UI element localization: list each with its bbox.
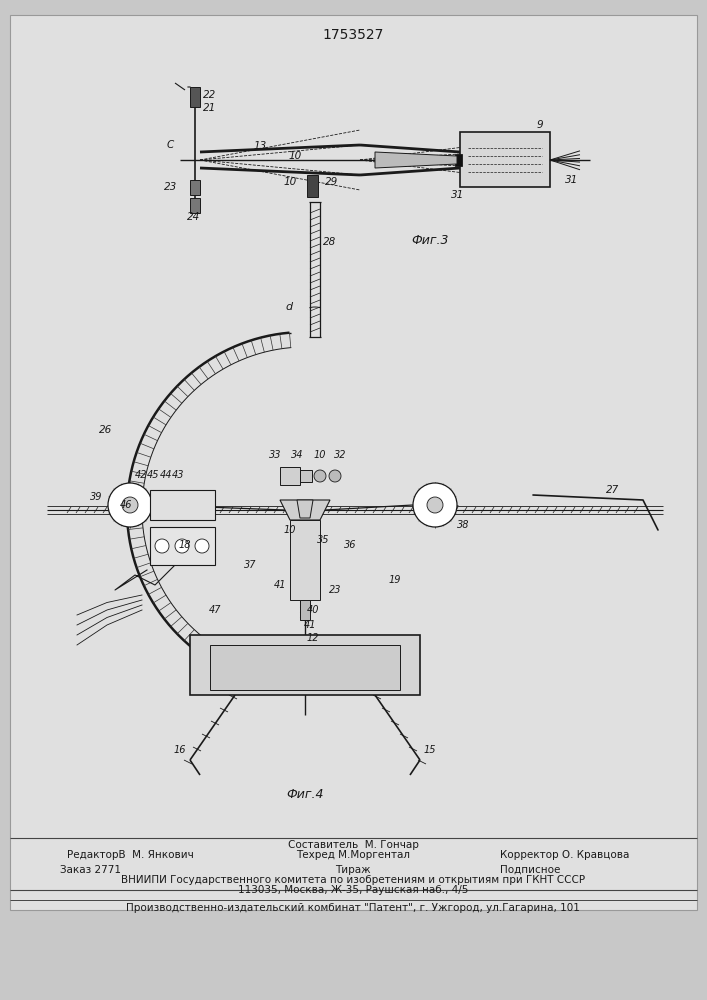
Polygon shape — [280, 500, 330, 520]
Text: 47: 47 — [209, 605, 221, 615]
Text: Фиг.3: Фиг.3 — [411, 233, 449, 246]
Text: 13: 13 — [253, 141, 267, 151]
Text: d: d — [286, 302, 293, 312]
Text: 23: 23 — [329, 585, 341, 595]
Text: 39: 39 — [90, 492, 102, 502]
Bar — [190, 635, 420, 695]
Text: 1753527: 1753527 — [322, 28, 384, 42]
Circle shape — [122, 497, 138, 513]
Polygon shape — [375, 152, 457, 168]
Text: 37: 37 — [244, 560, 256, 570]
Text: Тираж: Тираж — [335, 865, 370, 875]
Text: 23: 23 — [164, 182, 177, 192]
Text: 36: 36 — [344, 540, 356, 550]
Text: 113035, Москва, Ж-35, Раушская наб., 4/5: 113035, Москва, Ж-35, Раушская наб., 4/5 — [238, 885, 468, 895]
Circle shape — [175, 539, 189, 553]
Text: 10: 10 — [288, 151, 302, 161]
Text: 22: 22 — [203, 90, 216, 100]
Bar — [150, 490, 215, 520]
Bar — [190, 180, 200, 195]
Text: Производственно-издательский комбинат "Патент", г. Ужгород, ул.Гагарина, 101: Производственно-издательский комбинат "П… — [126, 903, 580, 913]
Text: 12: 12 — [307, 633, 320, 643]
Text: 29: 29 — [325, 177, 338, 187]
Text: 28: 28 — [323, 237, 337, 247]
Text: 21: 21 — [203, 103, 216, 113]
Text: 41: 41 — [274, 580, 286, 590]
Text: 34: 34 — [291, 450, 303, 460]
Text: 43: 43 — [172, 470, 185, 480]
Text: Заказ 2771: Заказ 2771 — [59, 865, 120, 875]
Bar — [460, 132, 550, 187]
Text: 26: 26 — [99, 425, 112, 435]
Circle shape — [427, 497, 443, 513]
Text: 46: 46 — [119, 500, 132, 510]
Polygon shape — [297, 500, 313, 518]
Text: 38: 38 — [457, 520, 469, 530]
Bar — [300, 470, 312, 482]
Bar — [290, 520, 320, 600]
Text: ВНИИПИ Государственного комитета по изобретениям и открытиям при ГКНТ СССР: ВНИИПИ Государственного комитета по изоб… — [121, 875, 585, 885]
Text: Подписное: Подписное — [500, 865, 560, 875]
Text: Фиг.4: Фиг.4 — [286, 788, 324, 802]
Text: Корректор О. Кравцова: Корректор О. Кравцова — [501, 850, 630, 860]
Text: РедакторВ  М. Янкович: РедакторВ М. Янкович — [66, 850, 194, 860]
Bar — [300, 600, 310, 620]
Text: 42: 42 — [135, 470, 148, 480]
Text: 24: 24 — [187, 212, 200, 222]
Text: 32: 32 — [334, 450, 346, 460]
Bar — [190, 87, 200, 107]
Bar — [280, 467, 300, 485]
Text: 45: 45 — [147, 470, 160, 480]
Bar — [190, 198, 200, 213]
Text: 31: 31 — [566, 175, 578, 185]
Text: 35: 35 — [317, 535, 329, 545]
Text: 18: 18 — [179, 540, 192, 550]
Text: 41: 41 — [304, 620, 316, 630]
Text: 10: 10 — [284, 525, 296, 535]
Text: 31: 31 — [451, 190, 464, 200]
Text: 44: 44 — [160, 470, 173, 480]
Text: 15: 15 — [423, 745, 436, 755]
Text: 19: 19 — [389, 575, 402, 585]
Circle shape — [195, 539, 209, 553]
Circle shape — [314, 470, 326, 482]
Text: 10: 10 — [284, 177, 297, 187]
Text: 16: 16 — [174, 745, 186, 755]
Text: Техред М.Моргентал: Техред М.Моргентал — [296, 850, 410, 860]
Circle shape — [329, 470, 341, 482]
Text: 10: 10 — [314, 450, 326, 460]
Text: 9: 9 — [537, 120, 543, 130]
Bar — [10, 15, 697, 910]
Polygon shape — [307, 175, 318, 197]
Text: 27: 27 — [607, 485, 619, 495]
Text: 33: 33 — [269, 450, 281, 460]
Bar — [455, 154, 462, 166]
Bar — [210, 645, 400, 690]
Circle shape — [155, 539, 169, 553]
Circle shape — [108, 483, 152, 527]
Text: 40: 40 — [307, 605, 320, 615]
Text: C: C — [166, 140, 174, 150]
Circle shape — [413, 483, 457, 527]
Bar — [150, 527, 215, 565]
Text: Составитель  М. Гончар: Составитель М. Гончар — [288, 840, 419, 850]
